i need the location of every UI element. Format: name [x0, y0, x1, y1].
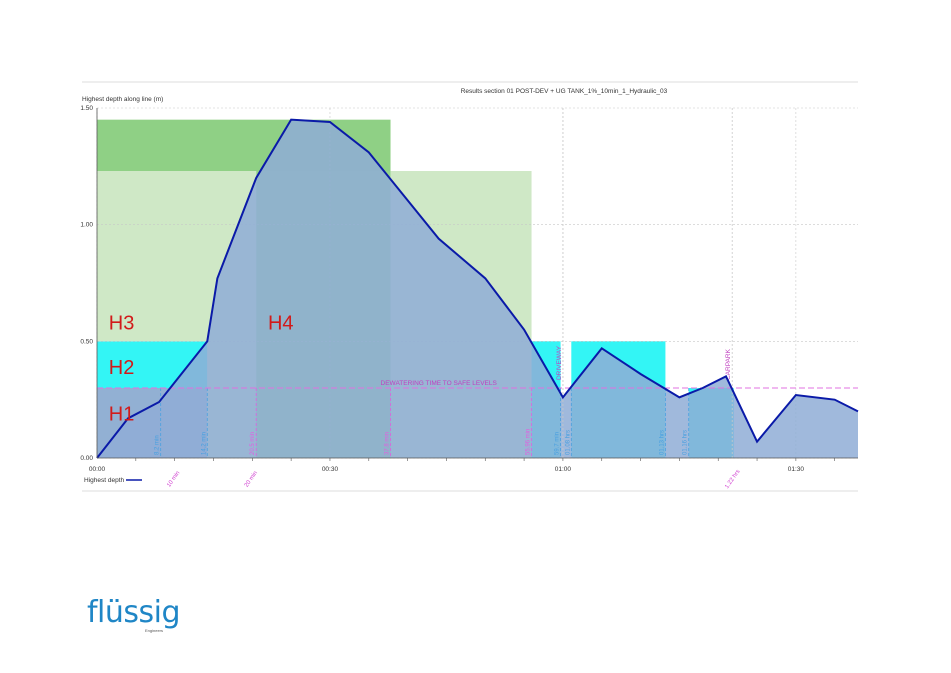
below-axis-label-0: 10 min — [166, 470, 181, 488]
x-tick-label-3: 01:30 — [788, 466, 805, 473]
logo-subtitle: Engineers — [145, 628, 164, 633]
below-axis-label-1: 20 min — [244, 470, 259, 488]
legend-label: Highest depth — [84, 477, 124, 484]
hazard-label-h3: H3 — [109, 313, 135, 335]
axes: 0.00 0.50 1.00 1.50 00:00 00:30 01:00 01:30 10 m… — [80, 105, 858, 490]
hazard-label-h2: H2 — [109, 357, 135, 379]
y-tick-label-2: 1.00 — [80, 222, 93, 229]
hazard-label-h4: H4 — [268, 313, 294, 335]
y-tick-label-0: 0.00 — [80, 455, 93, 462]
time-markers: 8.2 min 14.2 min 20.5 min 37.8 min 55.96 min… — [155, 108, 733, 458]
marker-label-7: 01.13 hrs — [659, 430, 665, 455]
chart: Results section 01 POST-DEV + UG TANK_1%… — [80, 81, 859, 492]
x-tick-label-2: 01:00 — [555, 466, 572, 473]
x-tick-label-0: 00:00 — [89, 466, 106, 473]
y-tick-label-3: 1.50 — [80, 105, 93, 112]
event-label-1: CARPARK — [725, 348, 732, 380]
event-label-0: DRIVEWAY — [556, 345, 563, 380]
hazard-label-h1: H1 — [109, 404, 135, 426]
marker-label-0: 8.2 min — [155, 435, 161, 455]
marker-label-2: 20.5 min — [250, 432, 256, 455]
flussig-logo: flüssig Engineers — [87, 595, 181, 634]
below-axis-label-2: 1.22 hrs — [724, 469, 741, 490]
marker-label-8: 01.16 hrs — [683, 430, 689, 455]
marker-label-1: 14.2 min — [201, 432, 207, 455]
y-tick-label-1: 0.50 — [80, 338, 93, 345]
hazard-labels: H1 H2 H3 H4 — [109, 313, 294, 426]
depth-line — [96, 118, 859, 459]
threshold-label: DEWATERING TIME TO SAFE LEVELS — [381, 380, 498, 387]
marker-label-4: 55.96 min — [526, 429, 532, 455]
x-tick-label-1: 00:30 — [322, 466, 339, 473]
marker-label-6: 01.08 hrs — [565, 430, 571, 455]
depth-area-fill — [97, 119, 858, 459]
logo-word: flüssig — [87, 595, 181, 630]
legend: Highest depth — [84, 477, 142, 484]
marker-label-5: 59.7 min — [555, 432, 561, 455]
chart-title: Results section 01 POST-DEV + UG TANK_1%… — [461, 88, 668, 95]
marker-label-3: 37.8 min — [385, 432, 391, 455]
y-axis-label: Highest depth along line (m) — [82, 96, 163, 103]
